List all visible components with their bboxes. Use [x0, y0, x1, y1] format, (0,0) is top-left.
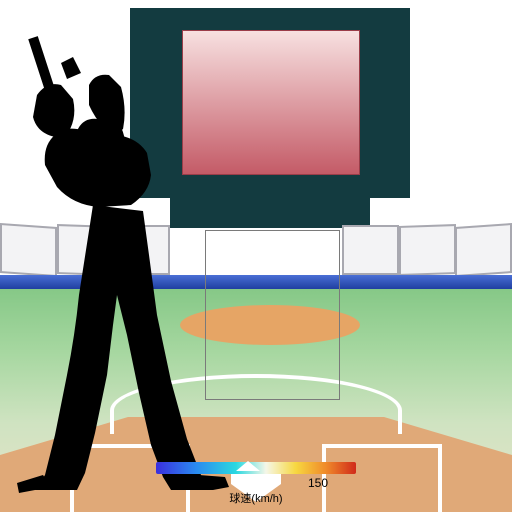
legend-axis-label: 球速(km/h) — [156, 490, 356, 506]
stand-segment — [399, 224, 456, 276]
legend-color-bar — [156, 462, 356, 474]
stand-segment — [342, 225, 399, 275]
legend-peak-marker — [156, 473, 356, 483]
batter-silhouette — [0, 35, 245, 495]
velocity-legend: 100 150 球速(km/h) — [156, 462, 356, 506]
stand-segment — [455, 223, 512, 277]
pitch-chart-stage: 100 150 球速(km/h) — [0, 0, 512, 512]
stands-right — [342, 225, 512, 275]
